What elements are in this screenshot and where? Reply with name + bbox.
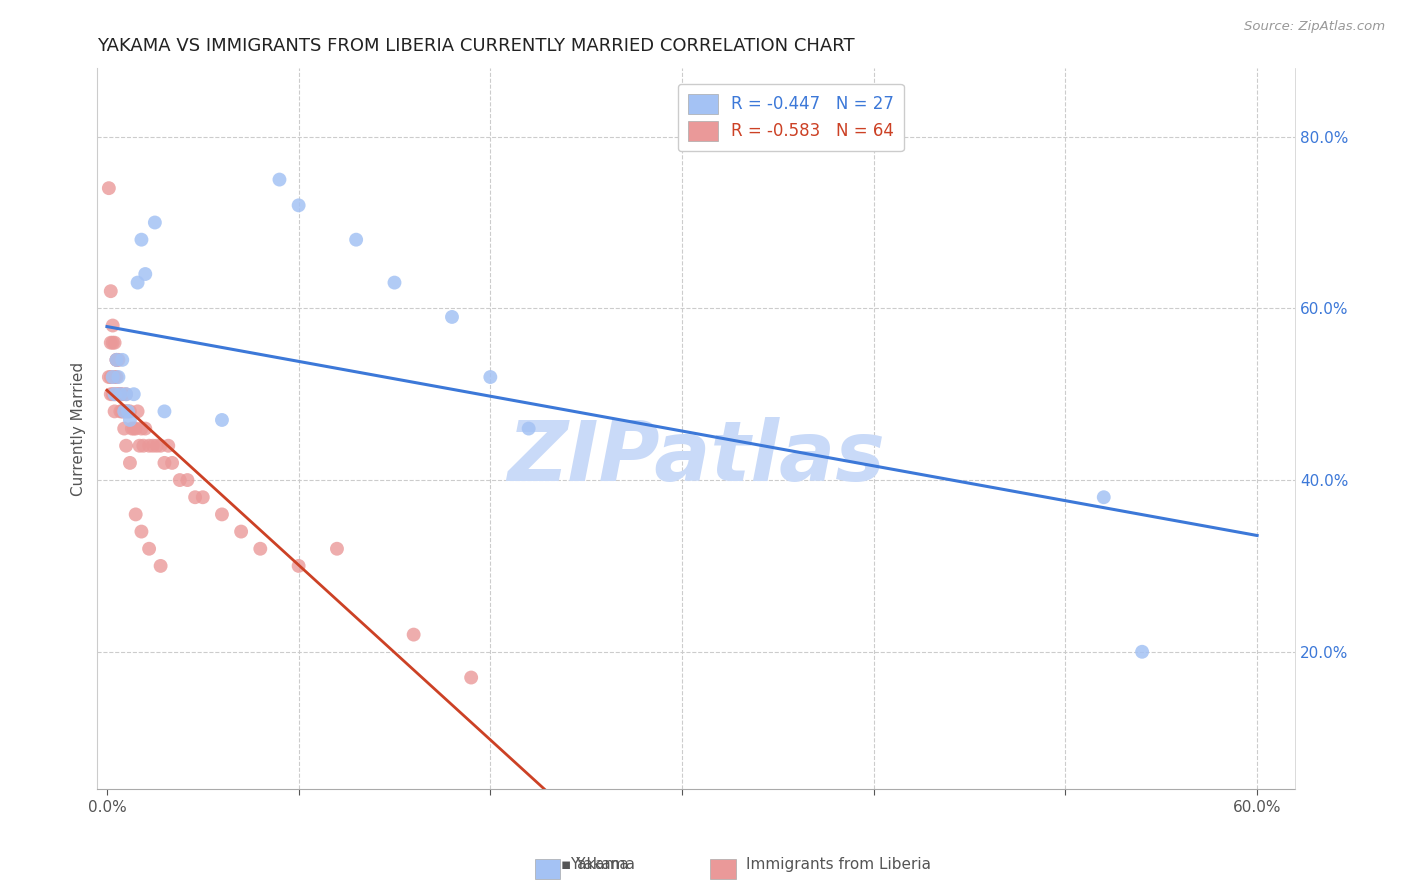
Text: YAKAMA VS IMMIGRANTS FROM LIBERIA CURRENTLY MARRIED CORRELATION CHART: YAKAMA VS IMMIGRANTS FROM LIBERIA CURREN… (97, 37, 855, 55)
Point (517, 421, 540, 435)
Point (184, 490, 207, 504)
Text: Yakama: Yakama (569, 857, 628, 872)
Point (110, 387, 132, 401)
Point (287, 198, 309, 212)
Point (105, 352, 128, 367)
Point (117, 404, 139, 418)
Point (101, 387, 124, 401)
Point (101, 370, 124, 384)
Point (111, 352, 134, 367)
Point (211, 508, 233, 522)
Point (118, 456, 141, 470)
Point (384, 276, 406, 290)
Point (110, 387, 132, 401)
Text: Source: ZipAtlas.com: Source: ZipAtlas.com (1244, 20, 1385, 33)
Point (115, 387, 138, 401)
Point (229, 524, 252, 539)
Point (105, 352, 128, 367)
Point (1092, 490, 1115, 504)
Point (112, 404, 135, 418)
Point (122, 421, 145, 435)
Point (97, 370, 120, 384)
Point (269, 172, 291, 186)
Point (125, 421, 148, 435)
Point (131, 524, 153, 539)
Point (100, 387, 122, 401)
Point (101, 370, 124, 384)
Point (104, 387, 127, 401)
Point (157, 439, 180, 453)
Point (149, 439, 172, 453)
Point (160, 456, 183, 470)
Point (107, 387, 129, 401)
Point (105, 352, 128, 367)
Point (1130, 645, 1153, 659)
Point (110, 387, 132, 401)
Point (153, 456, 176, 470)
Point (105, 370, 128, 384)
Point (101, 318, 124, 333)
Point (169, 473, 191, 487)
Point (127, 276, 149, 290)
Point (115, 439, 138, 453)
Point (115, 404, 138, 418)
Point (138, 541, 160, 556)
Point (138, 439, 160, 453)
Point (104, 370, 127, 384)
Point (111, 387, 134, 401)
Legend: R = -0.447   N = 27, R = -0.583   N = 64: R = -0.447 N = 27, R = -0.583 N = 64 (678, 84, 904, 151)
Point (142, 439, 165, 453)
Point (100, 284, 122, 298)
Point (146, 439, 169, 453)
Point (100, 370, 122, 384)
Point (134, 267, 156, 281)
Point (104, 404, 127, 418)
Point (111, 404, 134, 418)
Point (134, 421, 156, 435)
Point (110, 404, 132, 418)
Point (118, 404, 141, 418)
Text: ▪ Yakama: ▪ Yakama (561, 857, 636, 872)
Point (127, 404, 149, 418)
Point (111, 404, 134, 418)
Point (131, 421, 153, 435)
Point (117, 404, 139, 418)
Text: ZIPatlas: ZIPatlas (508, 417, 886, 498)
Point (107, 352, 129, 367)
Point (176, 473, 198, 487)
Point (326, 541, 349, 556)
Point (131, 233, 153, 247)
Point (191, 490, 214, 504)
Point (287, 558, 309, 573)
Point (101, 335, 124, 350)
Y-axis label: Currently Married: Currently Married (72, 361, 86, 496)
Point (479, 370, 502, 384)
Point (132, 439, 155, 453)
Point (460, 671, 482, 685)
Point (249, 541, 271, 556)
Point (118, 413, 141, 427)
Point (112, 421, 135, 435)
Point (125, 508, 148, 522)
Point (97, 181, 120, 195)
Point (211, 413, 233, 427)
Point (112, 404, 135, 418)
Point (153, 404, 176, 418)
Point (122, 387, 145, 401)
Point (149, 558, 172, 573)
Point (344, 233, 367, 247)
Point (104, 387, 127, 401)
Point (107, 370, 129, 384)
Point (128, 439, 150, 453)
Point (104, 335, 127, 350)
Point (440, 310, 463, 324)
Point (100, 335, 122, 350)
Text: Immigrants from Liberia: Immigrants from Liberia (745, 857, 931, 872)
Point (402, 627, 425, 641)
Point (121, 421, 143, 435)
Point (105, 387, 128, 401)
Point (143, 215, 166, 229)
Point (115, 387, 138, 401)
